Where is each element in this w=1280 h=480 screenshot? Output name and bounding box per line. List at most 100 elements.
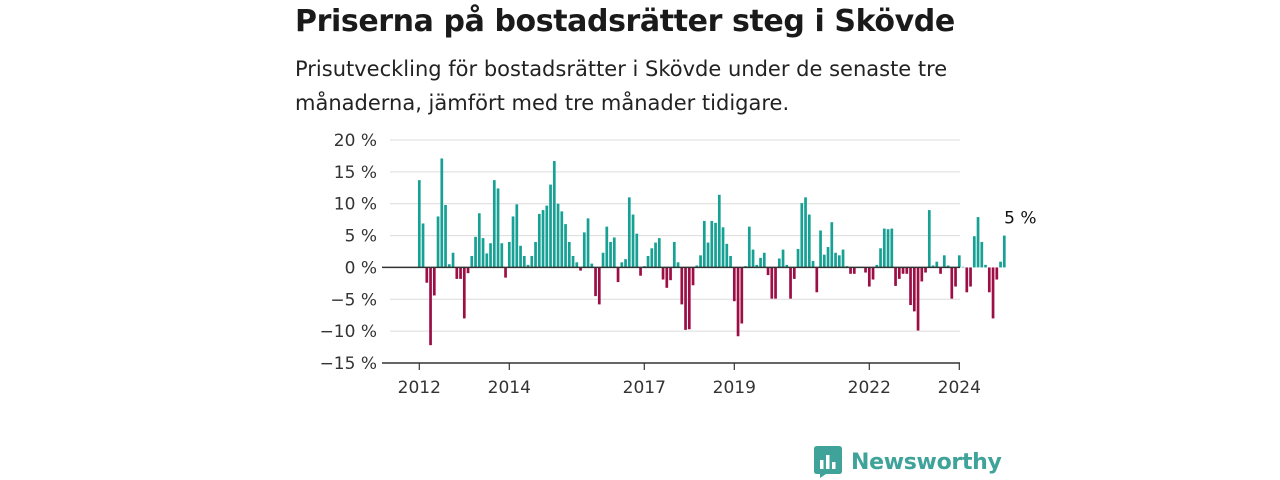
bar-positive — [796, 248, 800, 268]
labels: 20 % 15 % 10 % 5 % 0 % −5 % −10 % −15 % 2012 2014… — [320, 131, 1037, 398]
bar-positive — [972, 236, 976, 268]
bar-positive — [492, 180, 496, 268]
bar-negative — [852, 267, 856, 274]
bar-positive — [819, 230, 822, 268]
bar-positive — [545, 205, 549, 268]
bar-positive — [807, 214, 811, 268]
y-tick-label: 10 % — [334, 195, 377, 215]
bar-positive — [721, 227, 725, 268]
bar-positive — [706, 242, 710, 268]
bar-positive — [781, 249, 785, 268]
bar-positive — [961, 266, 965, 268]
bar-positive — [481, 238, 485, 268]
bar-positive — [526, 264, 530, 268]
x-tick-label: 2012 — [398, 378, 441, 398]
bar-positive — [534, 241, 537, 268]
bar-positive — [841, 249, 845, 268]
bar-positive — [1002, 235, 1006, 268]
bar-positive — [751, 249, 755, 268]
bar-positive — [830, 222, 834, 268]
bar-negative — [766, 267, 770, 276]
bar-positive — [834, 252, 837, 268]
bar-positive — [695, 265, 699, 268]
bar-positive — [582, 232, 586, 268]
bar-negative — [924, 267, 927, 273]
bar-negative — [912, 267, 916, 312]
bar-negative — [736, 267, 740, 337]
bar-positive — [586, 218, 590, 268]
newsworthy-brand[interactable]: Newsworthy — [814, 446, 1002, 478]
last-value-label: 5 % — [1004, 209, 1036, 229]
bar-positive — [601, 252, 605, 268]
bar-positive — [822, 254, 826, 268]
bar-positive — [436, 216, 440, 268]
bar-negative — [991, 267, 995, 319]
bar-negative — [950, 267, 954, 299]
bar-negative — [894, 267, 897, 286]
bar-positive — [886, 229, 890, 268]
bar-positive — [421, 223, 425, 268]
bar-positive — [571, 255, 575, 268]
bar-positive — [931, 265, 935, 268]
bar-negative — [867, 267, 871, 287]
bar-positive — [811, 261, 815, 268]
bar-negative — [597, 267, 601, 305]
bar-positive — [612, 237, 616, 268]
bar-negative — [639, 267, 642, 276]
bar-negative — [594, 267, 597, 297]
bar-positive — [631, 214, 635, 268]
bar-negative — [954, 267, 957, 287]
bar-negative — [665, 267, 669, 288]
bar-positive — [999, 261, 1002, 268]
bar-positive — [496, 188, 500, 268]
bar-positive — [980, 241, 984, 268]
bar-negative — [466, 267, 470, 274]
bar-positive — [804, 197, 807, 268]
bar-positive — [650, 248, 654, 268]
bar-positive — [957, 255, 961, 268]
bar-negative — [504, 267, 507, 278]
bar-negative — [579, 267, 582, 271]
bar-positive — [984, 264, 987, 268]
bar-positive — [522, 255, 526, 268]
bar-negative — [901, 267, 905, 274]
x-tick-label: 2024 — [938, 378, 981, 398]
bar-negative — [732, 267, 736, 302]
bar-negative — [909, 267, 912, 306]
bar-positive — [946, 265, 950, 268]
chart-subtitle: Prisutveckling för bostadsrätter i Skövd… — [295, 57, 948, 115]
chart-title: Priserna på bostadsrätter steg i Skövde — [295, 4, 955, 39]
bar-positive — [556, 203, 560, 268]
bar-positive — [777, 258, 781, 268]
newsworthy-logo-icon — [814, 446, 842, 478]
x-tick-label: 2017 — [623, 378, 666, 398]
bar-negative — [661, 267, 665, 280]
bar-positive — [489, 243, 492, 268]
bar-positive — [755, 264, 759, 268]
bar-positive — [646, 255, 650, 268]
bar-positive — [470, 255, 474, 268]
bar-negative — [774, 267, 777, 299]
bar-positive — [567, 241, 571, 268]
bar-positive — [500, 243, 504, 268]
bar-positive — [699, 255, 702, 268]
bar-positive — [654, 242, 657, 268]
bar-positive — [747, 226, 751, 268]
bar-positive — [837, 255, 841, 268]
bar-positive — [762, 252, 766, 268]
bar-positive — [657, 238, 661, 268]
bar-positive — [942, 255, 946, 268]
bar-negative — [939, 267, 942, 274]
bar-positive — [552, 161, 556, 268]
y-tick-label: 5 % — [345, 227, 377, 247]
bar-negative — [916, 267, 920, 331]
bar-positive — [927, 210, 931, 268]
bar-positive — [474, 236, 477, 268]
bar-positive — [800, 203, 804, 268]
bar-positive — [447, 264, 451, 268]
bar-negative — [459, 267, 462, 279]
bar-positive — [624, 259, 627, 268]
bar-negative — [905, 267, 909, 274]
bar-positive — [826, 247, 830, 268]
